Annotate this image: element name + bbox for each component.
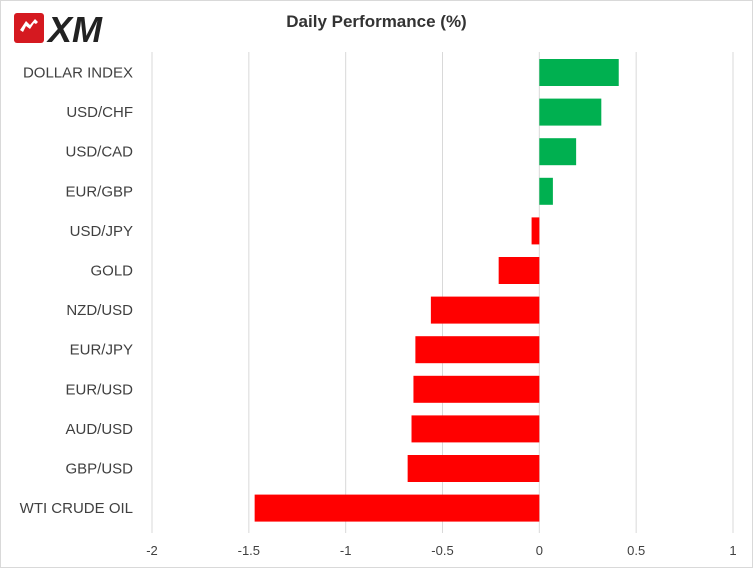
category-label: EUR/USD <box>65 381 133 398</box>
grid-lines <box>151 52 734 533</box>
bar <box>407 455 540 482</box>
xm-logo-icon: XM <box>14 9 103 50</box>
bar <box>254 494 540 522</box>
x-tick-label: -0.5 <box>431 543 453 558</box>
category-label: AUD/USD <box>65 421 133 438</box>
x-tick-labels: -2 -1.5 -1 -0.5 0 0.5 1 <box>146 543 736 558</box>
xm-logo-text: XM <box>46 10 103 46</box>
category-label: USD/CHF <box>66 104 133 121</box>
bar <box>539 98 602 126</box>
bar <box>539 59 619 86</box>
category-label: EUR/JPY <box>70 342 133 359</box>
x-tick-label: -1 <box>340 543 352 558</box>
x-tick-label: -1.5 <box>238 543 260 558</box>
bar <box>498 257 540 284</box>
category-label: GBP/USD <box>65 461 133 478</box>
x-tick-label: -2 <box>146 543 158 558</box>
category-label: USD/CAD <box>65 144 133 161</box>
category-label: WTI CRUDE OIL <box>20 500 133 517</box>
category-label: USD/JPY <box>70 223 133 240</box>
chart-title: Daily Performance (%) <box>286 12 467 31</box>
category-label: NZD/USD <box>66 302 133 319</box>
x-tick-label: 0 <box>536 543 543 558</box>
bar <box>539 138 577 166</box>
category-label: DOLLAR INDEX <box>23 65 133 82</box>
bars <box>254 59 619 522</box>
xm-logo: XM <box>12 9 152 51</box>
category-label: GOLD <box>90 263 133 280</box>
bar <box>539 177 553 205</box>
x-tick-label: 1 <box>729 543 736 558</box>
bar <box>430 296 540 324</box>
x-tick-label: 0.5 <box>627 543 645 558</box>
category-labels: DOLLAR INDEX USD/CHF USD/CAD EUR/GBP USD/JPY… <box>20 65 134 518</box>
category-label: EUR/GBP <box>65 183 133 200</box>
bar <box>531 217 540 245</box>
bar <box>413 375 540 403</box>
bar <box>415 336 540 364</box>
bar <box>411 415 540 443</box>
